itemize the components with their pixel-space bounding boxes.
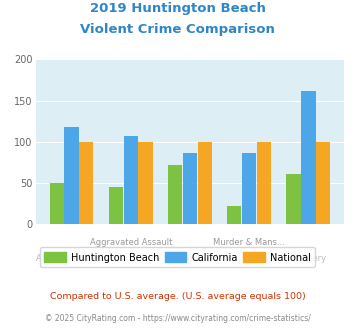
Bar [227,206,241,224]
Text: 2019 Huntington Beach: 2019 Huntington Beach [89,2,266,15]
Bar [138,142,153,224]
Bar [242,153,256,224]
Bar [286,174,301,224]
Text: © 2025 CityRating.com - https://www.cityrating.com/crime-statistics/: © 2025 CityRating.com - https://www.city… [45,314,310,323]
Text: Rape: Rape [179,253,201,263]
Text: Compared to U.S. average. (U.S. average equals 100): Compared to U.S. average. (U.S. average … [50,292,305,301]
Bar [183,152,197,224]
Bar [79,142,93,224]
Bar [64,127,78,224]
Text: Aggravated Assault: Aggravated Assault [89,238,172,247]
Bar [50,183,64,224]
Legend: Huntington Beach, California, National: Huntington Beach, California, National [40,248,315,267]
Bar [316,142,330,224]
Text: Murder & Mans...: Murder & Mans... [213,238,285,247]
Bar [124,136,138,224]
Text: Robbery: Robbery [291,253,326,263]
Bar [168,165,182,224]
Text: Violent Crime Comparison: Violent Crime Comparison [80,23,275,36]
Bar [198,142,212,224]
Bar [257,142,271,224]
Text: All Violent Crime: All Violent Crime [36,253,106,263]
Bar [301,91,316,224]
Bar [109,187,123,224]
